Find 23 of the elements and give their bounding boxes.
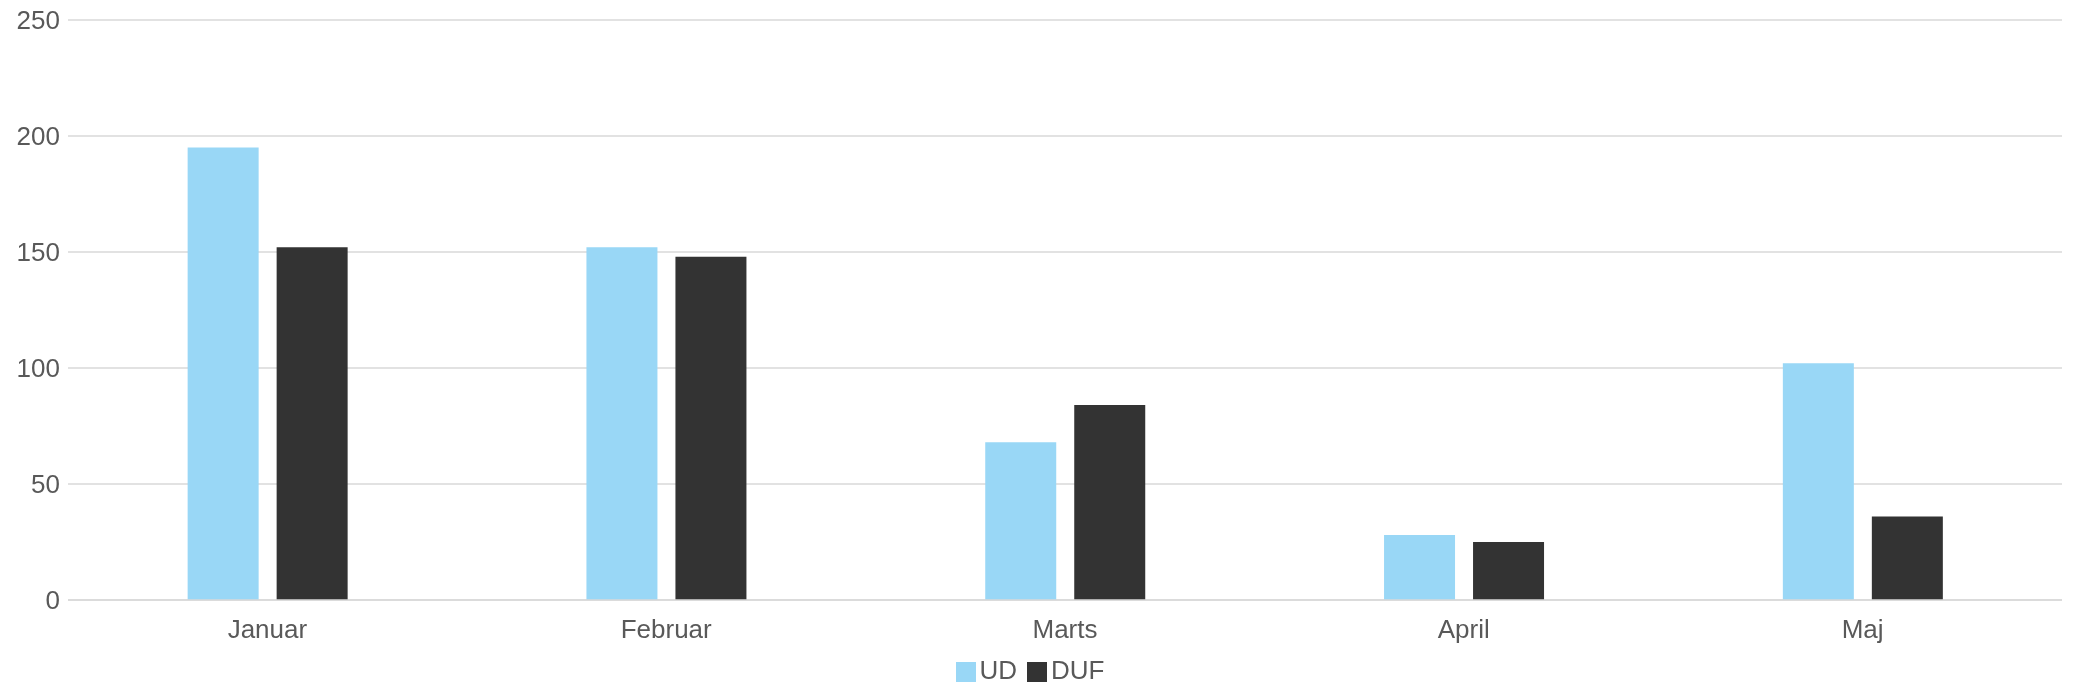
bar [1473, 542, 1545, 600]
y-tick-label: 250 [16, 5, 60, 36]
bar [276, 247, 348, 600]
x-tick-label: April [1437, 614, 1490, 645]
bar [586, 247, 658, 600]
legend-label: UD [979, 655, 1018, 685]
x-tick-label: Marts [1032, 614, 1098, 645]
bar [1782, 363, 1854, 600]
y-tick-label: 50 [31, 469, 60, 500]
y-tick-label: 200 [16, 121, 60, 152]
x-tick-label: Februar [620, 614, 713, 645]
x-tick-label: Maj [1841, 614, 1884, 645]
bar [1871, 516, 1943, 600]
x-tick-label: Januar [227, 614, 308, 645]
legend-label: DUF [1051, 655, 1105, 685]
y-tick-label: 100 [16, 353, 60, 384]
y-tick-label: 0 [45, 585, 60, 616]
bar [675, 256, 747, 600]
bar [1074, 405, 1146, 600]
bar [187, 147, 259, 600]
bar [1384, 535, 1456, 600]
y-tick-label: 150 [16, 237, 60, 268]
bar [985, 442, 1057, 600]
